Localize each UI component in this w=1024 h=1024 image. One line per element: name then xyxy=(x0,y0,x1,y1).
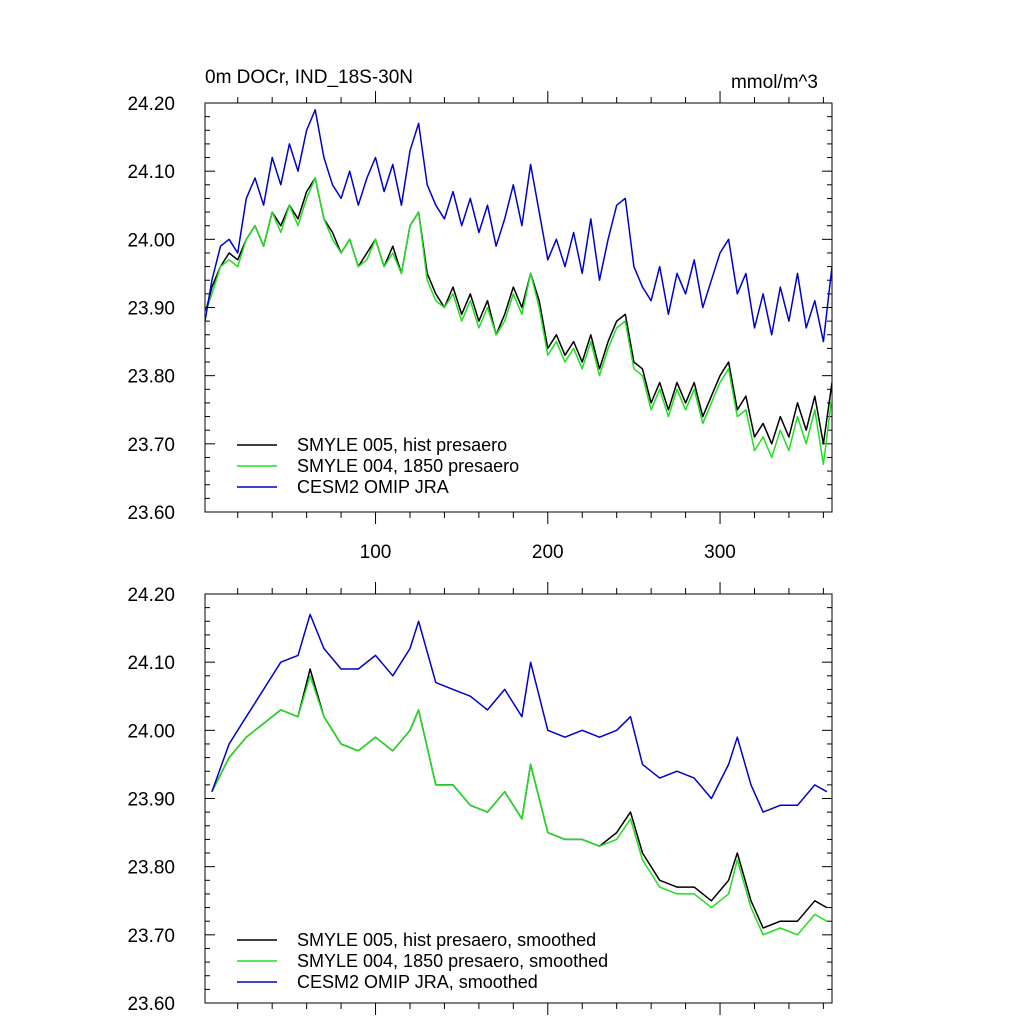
legend-label: CESM2 OMIP JRA, smoothed xyxy=(297,972,538,992)
legend: SMYLE 005, hist presaero, smoothedSMYLE … xyxy=(237,930,608,992)
x-tick-label: 100 xyxy=(360,542,392,563)
x-tick-label: 300 xyxy=(704,542,736,563)
y-tick-label: 23.70 xyxy=(127,926,175,947)
legend-label: CESM2 OMIP JRA xyxy=(297,477,449,497)
x-axis: 100 200 300 xyxy=(237,91,824,563)
series-line xyxy=(205,109,832,343)
legend-label: SMYLE 004, 1850 presaero, smoothed xyxy=(297,951,608,971)
y-tick-label: 24.00 xyxy=(127,721,175,742)
series-line xyxy=(211,668,828,929)
legend-label: SMYLE 005, hist presaero xyxy=(297,435,507,455)
smoothed-chart-panel: 23.60 23.70 23.80 23.90 24.00 24.10 24.20 SMYLE… xyxy=(127,582,833,1015)
raw-chart-panel: 23.60 23.70 23.80 23.90 24.00 24.10 24.20 100 20… xyxy=(127,91,833,563)
y-tick-label: 23.70 xyxy=(127,435,175,456)
y-axis: 23.60 23.70 23.80 23.90 24.00 24.10 24.20 xyxy=(127,585,832,1015)
y-tick-label: 23.90 xyxy=(127,790,175,811)
y-tick-label: 23.80 xyxy=(127,858,175,879)
y-tick-label: 23.60 xyxy=(127,994,175,1015)
y-tick-label: 24.10 xyxy=(127,162,175,183)
y-tick-label: 24.10 xyxy=(127,653,175,674)
series-line xyxy=(211,675,828,936)
x-axis xyxy=(237,582,824,1015)
legend-label: SMYLE 005, hist presaero, smoothed xyxy=(297,930,596,950)
y-tick-label: 24.00 xyxy=(127,230,175,251)
series-line xyxy=(205,177,832,466)
y-tick-label: 24.20 xyxy=(127,94,175,115)
legend-label: SMYLE 004, 1850 presaero xyxy=(297,456,519,476)
x-tick-label: 200 xyxy=(532,542,564,563)
series-lines xyxy=(205,109,832,466)
y-tick-label: 23.80 xyxy=(127,367,175,388)
y-tick-label: 23.60 xyxy=(127,503,175,524)
figure-title: 0m DOCr, IND_18S-30N xyxy=(205,67,413,88)
y-tick-label: 23.90 xyxy=(127,299,175,320)
series-lines xyxy=(211,613,828,936)
units-label: mmol/m^3 xyxy=(731,72,818,93)
series-line xyxy=(211,613,828,813)
y-tick-label: 24.20 xyxy=(127,585,175,606)
series-line xyxy=(205,177,832,445)
